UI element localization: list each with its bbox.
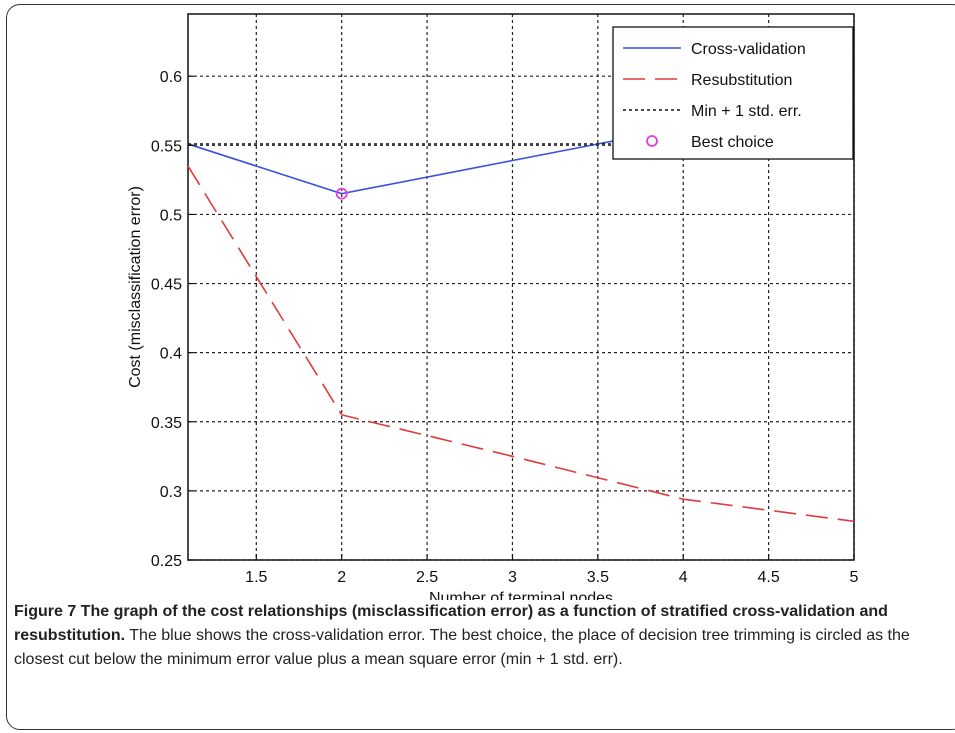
x-tick-label: 4 [679, 569, 688, 586]
caption-text: The blue shows the cross-validation erro… [14, 627, 910, 668]
legend: Cross-validation Resubstitution Min + 1 st… [612, 26, 854, 160]
legend-label-min-1-std-err: Min + 1 std. err. [691, 103, 802, 120]
legend-box [612, 26, 854, 160]
x-tick-label: 3 [508, 569, 517, 586]
x-tick-label: 2 [337, 569, 346, 586]
legend-label-resubstitution: Resubstitution [691, 72, 792, 89]
x-tick-label: 2.5 [416, 569, 438, 586]
series-layer [187, 126, 855, 523]
legend-label-best-choice: Best choice [691, 134, 774, 151]
figure-caption: Figure 7 The graph of the cost relations… [14, 600, 949, 672]
y-tick-label: 0.25 [151, 553, 182, 570]
resubstitution-line [187, 165, 855, 523]
x-axis-label: Number of terminal nodes [429, 590, 613, 600]
x-tick-label: 3.5 [587, 569, 609, 586]
chart: 1.5 2 2.5 3 3.5 4 4.5 5 0.25 0.3 0.35 0.4 0.45 0.5 0.5… [127, 13, 859, 600]
y-tick-label: 0.55 [151, 138, 182, 155]
y-tick-label: 0.5 [160, 207, 182, 224]
y-tick-label: 0.3 [160, 484, 182, 501]
legend-swatch-best-choice [646, 135, 658, 147]
x-tick-label: 5 [850, 569, 859, 586]
x-tick-label: 4.5 [757, 569, 779, 586]
x-tick-label: 1.5 [245, 569, 267, 586]
best-choice-marker [335, 187, 348, 200]
y-tick-label: 0.35 [151, 415, 182, 432]
caption-title: Figure 7 The graph of the cost relations… [14, 603, 888, 644]
y-tick-label: 0.45 [151, 277, 182, 294]
plot-area [187, 13, 855, 561]
legend-label-cross-validation: Cross-validation [691, 41, 806, 58]
cross-validation-line [187, 126, 684, 195]
y-tick-label: 0.6 [160, 69, 182, 86]
y-axis-label: Cost (misclassification error) [127, 186, 144, 388]
y-tick-label: 0.4 [160, 346, 182, 363]
ticks: 1.5 2 2.5 3 3.5 4 4.5 5 0.25 0.3 0.35 0.4 0.45 0.5 0.5… [151, 69, 859, 586]
